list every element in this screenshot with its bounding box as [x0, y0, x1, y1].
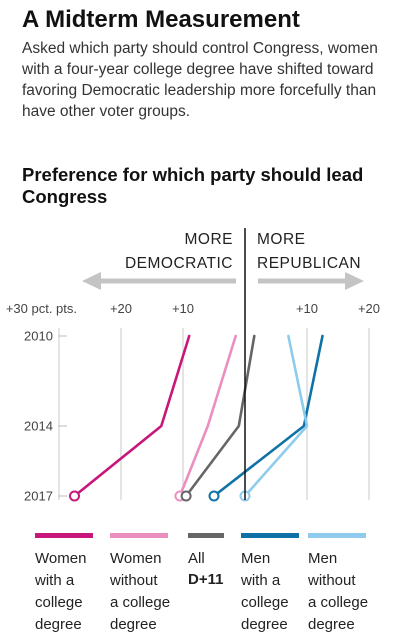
legend-item: Women with a college degree — [35, 533, 93, 636]
direction-label-democratic: DEMOCRATIC — [125, 255, 233, 272]
legend-label: Women without a college degree — [110, 550, 171, 633]
direction-label-democratic: MORE — [185, 231, 234, 248]
x-tick-label: +10 — [296, 301, 318, 316]
subheadline: Asked which party should control Congres… — [22, 40, 378, 120]
direction-arrows: MORE DEMOCRATIC MORE REPUBLICAN — [82, 231, 364, 290]
legend-value-label: D+11 — [188, 571, 224, 588]
legend-label: All — [188, 550, 205, 567]
legend-label: Men without a college degree — [308, 550, 369, 633]
legend-swatch — [188, 533, 224, 538]
legend-label: Women with a college degree — [35, 550, 87, 633]
legend-item: All D+11 — [188, 533, 224, 591]
direction-label-republican: REPUBLICAN — [257, 255, 361, 272]
y-axis-labels: 2010 2014 2017 — [24, 329, 67, 504]
chart-title: Preference for which party should lead C… — [22, 164, 364, 207]
gridlines — [58, 328, 370, 500]
series-line-4 — [243, 334, 309, 498]
arrow-republican-head — [345, 272, 364, 290]
y-tick-label: 2017 — [24, 489, 53, 504]
series-end-point-2 — [180, 490, 192, 502]
headline: A Midterm Measurement — [22, 6, 300, 33]
legend-swatch — [241, 533, 299, 538]
series-end-point-3 — [208, 490, 220, 502]
series-line-3 — [212, 334, 324, 498]
legend-swatch — [35, 533, 93, 538]
legend-item: Men without a college degree — [308, 533, 368, 636]
series-lines — [69, 334, 324, 502]
legend-label: Men with a college degree — [241, 550, 289, 633]
legend-item: Men with a college degree — [241, 533, 299, 636]
series-line-0 — [73, 334, 191, 498]
x-tick-label: +10 — [172, 301, 194, 316]
y-tick-label: 2010 — [24, 329, 53, 344]
series-line-2 — [184, 334, 256, 498]
legend-item: Women without a college degree — [110, 533, 170, 636]
arrow-democratic-head — [82, 272, 101, 290]
x-tick-label: +30 pct. pts. — [6, 301, 77, 316]
series-end-point-0 — [69, 490, 80, 502]
y-tick-label: 2014 — [24, 419, 53, 434]
legend-swatch — [110, 533, 168, 538]
x-tick-label: +20 — [358, 301, 380, 316]
direction-label-republican: MORE — [257, 231, 306, 248]
legend-swatch — [308, 533, 366, 538]
series-line-1 — [178, 334, 237, 498]
x-axis-labels: +30 pct. pts. +20 +10 +10 +20 — [6, 301, 380, 316]
x-tick-label: +20 — [110, 301, 132, 316]
